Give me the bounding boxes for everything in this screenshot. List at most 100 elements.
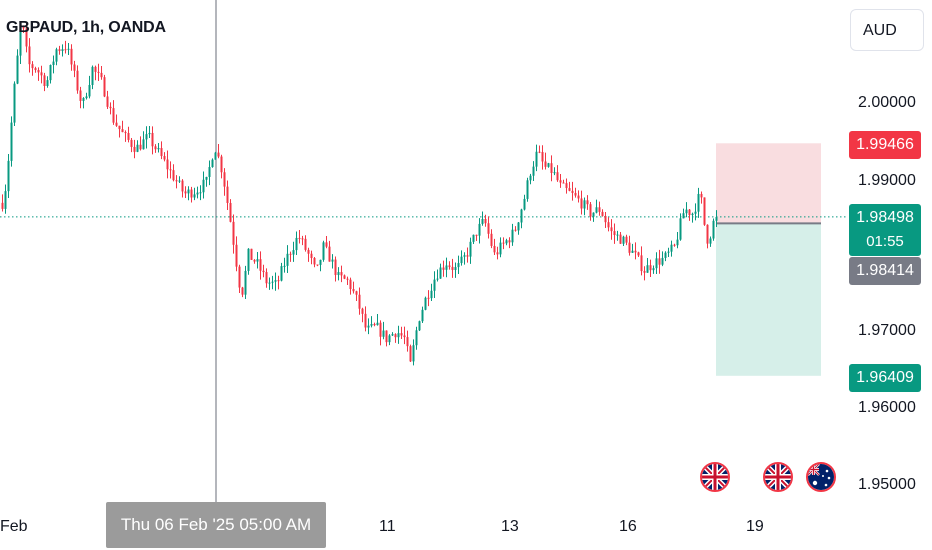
candle-body [286, 253, 289, 266]
candle-body [361, 308, 364, 314]
candle-body [280, 266, 283, 281]
candle-body [316, 264, 319, 266]
y-tick-label: 1.95000 [858, 476, 916, 493]
candle-body [607, 222, 610, 228]
candle-body [106, 96, 109, 107]
candle-body [337, 272, 340, 276]
target-zone[interactable] [716, 143, 821, 224]
candle-body [373, 323, 376, 326]
candle-body [568, 188, 571, 191]
candle-body [310, 253, 313, 259]
candle-body [238, 266, 241, 288]
candle-body [193, 194, 196, 198]
candle-body [70, 48, 73, 65]
candle-body [508, 240, 511, 243]
candle-body [358, 294, 361, 309]
candle-body [535, 151, 538, 167]
candle-body [253, 259, 256, 262]
candle-body [505, 240, 508, 244]
y-tick-label: 2.00000 [858, 94, 916, 111]
candle-body [430, 290, 433, 299]
candle-body [658, 258, 661, 265]
candle-body [694, 211, 697, 214]
candle-body [394, 334, 397, 338]
candle-body [52, 61, 55, 65]
candle-body [178, 180, 181, 182]
candle-body [103, 77, 106, 97]
candle-body [79, 90, 82, 101]
candle-body [511, 229, 514, 243]
candle-body [433, 279, 436, 291]
currency-button[interactable]: AUD [850, 9, 924, 51]
candle-body [25, 28, 28, 47]
candle-body [556, 172, 559, 181]
candle-body [241, 287, 244, 295]
candle-body [592, 212, 595, 217]
candle-body [295, 237, 298, 251]
candle-body [127, 132, 130, 140]
candle-body [451, 266, 454, 270]
candle-body [544, 161, 547, 167]
candle-body [184, 191, 187, 194]
candle-body [409, 346, 412, 362]
candle-body [400, 333, 403, 336]
candle-body [439, 267, 442, 279]
australia-flag-icon[interactable] [806, 462, 836, 492]
candle-body [385, 330, 388, 343]
candle-body [325, 242, 328, 247]
candle-body [166, 159, 169, 170]
candle-body [7, 160, 10, 192]
stop-zone[interactable] [716, 223, 821, 376]
candle-body [172, 170, 175, 181]
candle-body [532, 166, 535, 176]
candle-body [652, 268, 655, 271]
candle-body [691, 213, 694, 216]
candle-body [589, 204, 592, 217]
candle-body [472, 234, 475, 242]
candle-body [61, 49, 64, 51]
candle-body [391, 334, 394, 336]
candle-body [406, 337, 409, 347]
candle-body [496, 252, 499, 255]
candle-body [379, 322, 382, 337]
candle-body [202, 179, 205, 193]
candle-body [643, 271, 646, 273]
candle-body [271, 281, 274, 283]
candle-body [670, 244, 673, 252]
candle-body [685, 209, 688, 214]
candle-body [460, 256, 463, 264]
candle-body [610, 227, 613, 232]
candle-body [97, 71, 100, 73]
candle-body [346, 278, 349, 280]
candle-body [526, 180, 529, 199]
candle-body [73, 64, 76, 71]
candle-body [235, 244, 238, 267]
y-tick-label: 1.97000 [858, 322, 916, 339]
candle-body [484, 218, 487, 224]
candle-body [4, 191, 7, 209]
candle-body [502, 242, 505, 244]
candle-body [199, 192, 202, 194]
candle-body [148, 132, 151, 135]
candle-body [304, 238, 307, 250]
uk-flag-icon[interactable] [763, 462, 793, 492]
candle-body [367, 325, 370, 328]
candle-body [154, 146, 157, 150]
candle-body [514, 229, 517, 231]
candle-body [616, 234, 619, 236]
candle-body [58, 49, 61, 51]
candle-body [445, 265, 448, 270]
x-tick-label: 13 [501, 518, 519, 535]
candle-body [301, 238, 304, 240]
candle-body [115, 122, 118, 126]
candle-body [418, 321, 421, 331]
candle-body [277, 280, 280, 282]
candle-body [631, 250, 634, 253]
candle-body [475, 234, 478, 236]
candle-body [667, 251, 670, 253]
candle-body [517, 222, 520, 231]
entry-price-tag: 1.98414 [849, 257, 921, 285]
uk-flag-icon[interactable] [700, 462, 730, 492]
candle-body [421, 309, 424, 322]
